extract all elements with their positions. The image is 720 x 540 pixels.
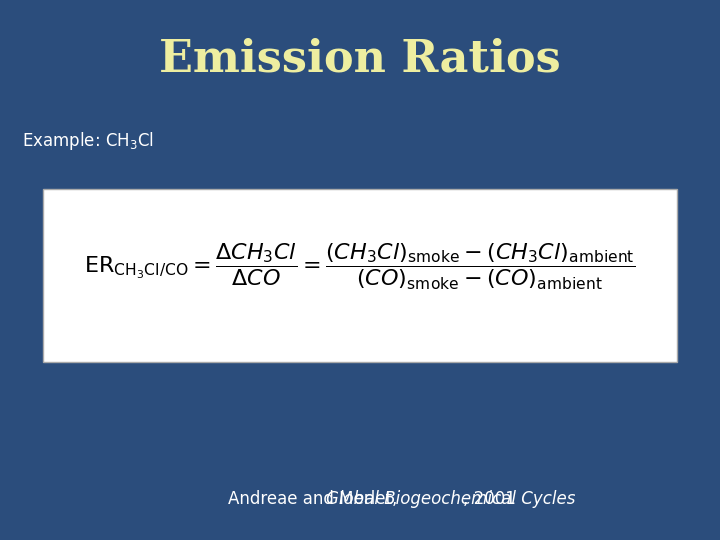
Text: , 2001: , 2001: [463, 490, 516, 508]
Text: $\mathrm{ER_{CH_3Cl/CO}} = \dfrac{\Delta CH_3Cl}{\Delta CO} = \dfrac{(CH_3Cl)_{\: $\mathrm{ER_{CH_3Cl/CO}} = \dfrac{\Delta…: [84, 242, 636, 292]
Text: Example: CH$_3$Cl: Example: CH$_3$Cl: [22, 130, 153, 152]
Text: Global Biogeochemical Cycles: Global Biogeochemical Cycles: [325, 490, 575, 508]
Text: Emission Ratios: Emission Ratios: [159, 38, 561, 81]
FancyBboxPatch shape: [43, 189, 677, 362]
Text: Andreae and Merlet,: Andreae and Merlet,: [228, 490, 402, 508]
